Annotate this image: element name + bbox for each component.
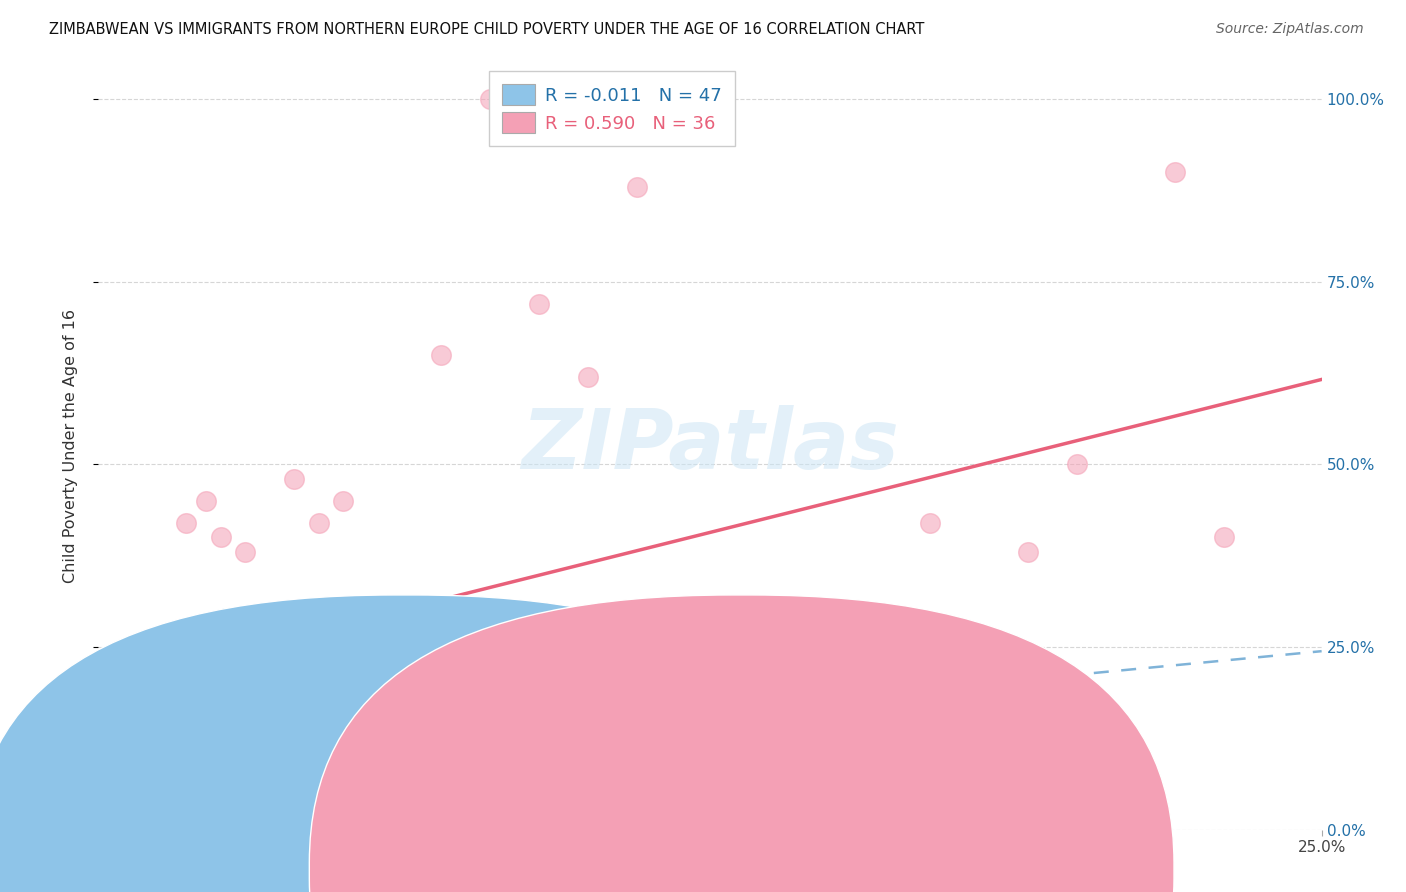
Point <box>141 756 163 771</box>
Point <box>195 800 218 814</box>
Point <box>233 772 256 786</box>
Point <box>332 749 354 764</box>
Point <box>170 786 193 800</box>
Point <box>821 764 844 778</box>
Point <box>117 786 139 800</box>
Point <box>111 779 134 793</box>
Point <box>527 756 550 771</box>
Text: Zimbabweans: Zimbabweans <box>477 855 592 872</box>
Point <box>176 516 198 530</box>
Point <box>166 786 188 800</box>
Point <box>478 779 501 793</box>
Y-axis label: Child Poverty Under the Age of 16: Child Poverty Under the Age of 16 <box>63 309 77 583</box>
Point <box>146 786 169 800</box>
Point <box>156 756 179 771</box>
Point <box>121 764 143 778</box>
Point <box>111 749 134 764</box>
Point <box>1164 165 1187 179</box>
Point <box>131 772 153 786</box>
Point <box>283 472 305 486</box>
Point <box>920 516 942 530</box>
Point <box>205 764 228 778</box>
Text: Source: ZipAtlas.com: Source: ZipAtlas.com <box>1216 22 1364 37</box>
Point <box>150 764 173 778</box>
Point <box>527 296 550 310</box>
Point <box>146 720 169 734</box>
Point <box>101 800 124 814</box>
Point <box>381 662 404 676</box>
Point <box>127 800 149 814</box>
Point <box>101 749 124 764</box>
Point <box>576 369 599 384</box>
Point <box>186 779 208 793</box>
Point <box>107 756 129 771</box>
Point <box>1066 457 1088 471</box>
Point <box>176 772 198 786</box>
Point <box>127 779 149 793</box>
Legend: R = -0.011   N = 47, R = 0.590   N = 36: R = -0.011 N = 47, R = 0.590 N = 36 <box>489 71 735 145</box>
Point <box>121 800 143 814</box>
Point <box>131 793 153 807</box>
Point <box>107 800 129 814</box>
Text: Immigrants from Northern Europe: Immigrants from Northern Europe <box>731 855 1012 872</box>
Point <box>111 742 134 756</box>
Text: ZIPatlas: ZIPatlas <box>522 406 898 486</box>
Point <box>308 610 330 624</box>
Point <box>186 764 208 778</box>
Point <box>195 493 218 508</box>
Point <box>101 764 124 778</box>
Point <box>91 808 114 822</box>
Point <box>166 749 188 764</box>
Point <box>381 764 404 778</box>
Point <box>107 691 129 706</box>
Point <box>1212 530 1234 544</box>
Point <box>141 800 163 814</box>
Point <box>214 610 236 624</box>
Point <box>97 764 120 778</box>
Point <box>160 779 183 793</box>
Point <box>233 545 256 559</box>
Point <box>224 625 246 640</box>
Point <box>97 713 120 727</box>
Point <box>91 786 114 800</box>
Point <box>332 493 354 508</box>
Point <box>430 348 453 362</box>
Point <box>136 735 159 749</box>
Point <box>259 676 281 690</box>
Point <box>454 610 477 624</box>
Point <box>1115 779 1137 793</box>
Point <box>308 516 330 530</box>
Point <box>136 772 159 786</box>
Point <box>97 779 120 793</box>
Point <box>478 92 501 106</box>
Point <box>136 706 159 720</box>
Point <box>111 676 134 690</box>
Point <box>156 793 179 807</box>
Point <box>283 764 305 778</box>
Point <box>209 530 232 544</box>
Point <box>121 756 143 771</box>
Point <box>117 786 139 800</box>
Point <box>626 179 648 194</box>
Point <box>97 735 120 749</box>
Point <box>553 764 575 778</box>
Point <box>101 772 124 786</box>
Point <box>127 735 149 749</box>
Point <box>723 786 745 800</box>
Point <box>91 793 114 807</box>
Point <box>259 779 281 793</box>
Text: ZIMBABWEAN VS IMMIGRANTS FROM NORTHERN EUROPE CHILD POVERTY UNDER THE AGE OF 16 : ZIMBABWEAN VS IMMIGRANTS FROM NORTHERN E… <box>49 22 925 37</box>
Point <box>1017 545 1039 559</box>
Point <box>107 793 129 807</box>
Point <box>117 720 139 734</box>
